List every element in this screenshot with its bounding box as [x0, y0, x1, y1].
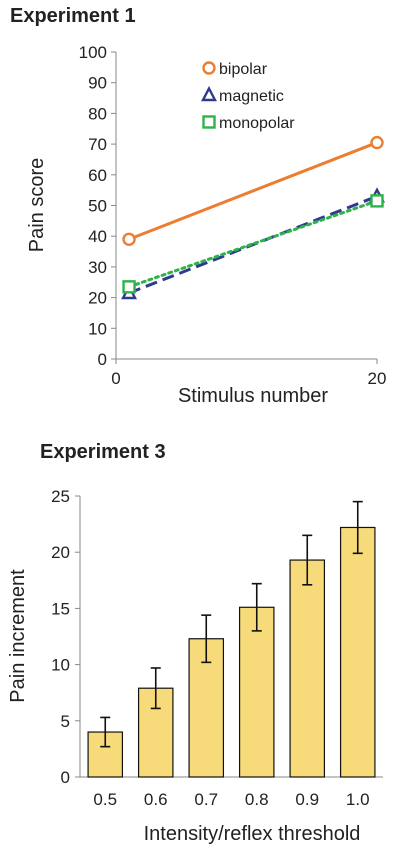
y-tick-label: 80: [88, 104, 107, 123]
data-point-monopolar: [370, 194, 384, 208]
y-tick-label: 40: [88, 227, 107, 246]
series-line-monopolar: [127, 199, 379, 289]
error-bar-1.0: [352, 500, 363, 555]
bar-chart-experiment-3: Experiment 3 0 5 10 15 20 25 0.5 0.6 0.7 0.8 0.9 1…: [7, 441, 383, 845]
legend-marker-magnetic: [201, 85, 217, 102]
legend-marker-monopolar: [202, 115, 216, 129]
chart-title: Experiment 3: [40, 441, 166, 463]
x-tick-label: 0.5: [93, 790, 117, 809]
legend-label-bipolar: bipolar: [219, 61, 268, 78]
error-bar-0.5: [100, 716, 111, 748]
y-axis-label: Pain increment: [7, 569, 29, 703]
y-tick-label: 50: [88, 197, 107, 216]
y-tick-labels: 0 5 10 15 20 25: [51, 487, 70, 787]
axes: [75, 495, 383, 778]
x-tick-label: 0.9: [295, 790, 319, 809]
y-tick-label: 0: [61, 768, 70, 787]
x-tick-label: 20: [368, 369, 387, 388]
bars: [87, 526, 376, 778]
y-tick-label: 0: [98, 350, 107, 369]
y-tick-label: 10: [88, 319, 107, 338]
y-tick-label: 100: [79, 43, 107, 62]
x-tick-label: 0: [111, 369, 120, 388]
y-tick-label: 15: [51, 599, 70, 618]
legend-marker-bipolar: [202, 61, 216, 75]
x-axis-label: Intensity/reflex threshold: [144, 823, 361, 845]
y-tick-label: 70: [88, 135, 107, 154]
y-tick-label: 20: [88, 289, 107, 308]
bar-0.9: [289, 559, 326, 778]
x-tick-labels: 0.5 0.6 0.7 0.8 0.9 1.0: [93, 790, 369, 809]
error-bar-0.7: [201, 614, 212, 664]
data-point-bipolar: [122, 232, 136, 246]
legend: bipolar magnetic monopolar: [201, 61, 295, 132]
error-bar-0.9: [302, 534, 313, 586]
x-tick-label: 0.6: [144, 790, 168, 809]
x-tick-label: 0.8: [245, 790, 269, 809]
y-axis-label: Pain score: [26, 158, 48, 253]
x-tick-label: 0.7: [194, 790, 218, 809]
bar-1.0: [339, 526, 376, 778]
axes: [111, 51, 378, 364]
y-tick-label: 30: [88, 258, 107, 277]
x-tick-labels: 0 20: [111, 369, 386, 388]
y-tick-label: 10: [51, 656, 70, 675]
x-tick-label: 1.0: [346, 790, 370, 809]
data-point-monopolar: [122, 280, 136, 294]
y-tick-labels: 0 10 20 30 40 50 60 70 80 90 100: [79, 43, 107, 369]
series-line-bipolar: [128, 141, 378, 241]
bar-0.8: [238, 606, 275, 778]
chart-title: Experiment 1: [10, 5, 136, 27]
series-line-magnetic: [128, 194, 378, 295]
y-tick-label: 90: [88, 74, 107, 93]
error-bar-0.6: [150, 667, 161, 710]
legend-label-monopolar: monopolar: [219, 115, 295, 132]
series-lines: [121, 135, 385, 300]
x-axis-label: Stimulus number: [178, 385, 328, 407]
y-tick-label: 5: [61, 712, 70, 731]
error-bars: [100, 500, 363, 748]
y-tick-label: 20: [51, 543, 70, 562]
y-tick-label: 25: [51, 487, 70, 506]
y-tick-label: 60: [88, 166, 107, 185]
error-bar-0.8: [251, 582, 262, 632]
legend-label-magnetic: magnetic: [219, 88, 284, 105]
data-point-bipolar: [370, 135, 384, 150]
